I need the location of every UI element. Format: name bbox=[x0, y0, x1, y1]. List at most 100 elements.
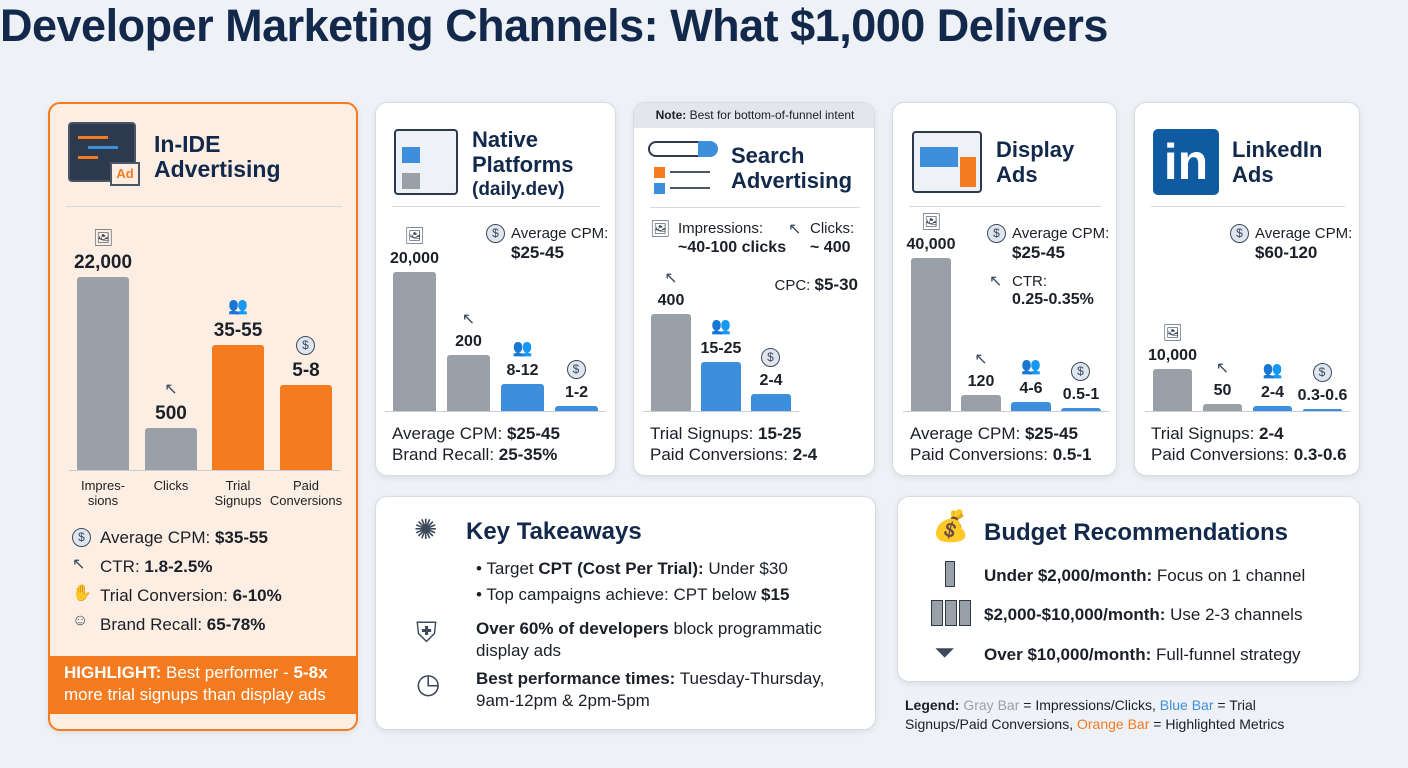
image-icon: 🖼 bbox=[650, 221, 671, 238]
chart-baseline bbox=[69, 470, 340, 471]
chart-baseline bbox=[1145, 411, 1350, 412]
value-label: 50 bbox=[1213, 382, 1232, 399]
impressions-label: Impressions: bbox=[678, 220, 764, 237]
card-title: Search bbox=[731, 143, 805, 168]
card-title: Advertising bbox=[731, 168, 853, 193]
budget-item: $2,000-$10,000/month: Use 2-3 channels bbox=[984, 605, 1303, 624]
bar-clicks bbox=[651, 314, 691, 411]
category-label: Trial Signups bbox=[214, 478, 262, 508]
value-label: 0.5-1 bbox=[1062, 386, 1100, 403]
value-label: 500 bbox=[155, 403, 187, 424]
bar-clicks bbox=[1203, 404, 1242, 411]
card-title: LinkedIn bbox=[1232, 137, 1323, 162]
note-banner: Note: Best for bottom-of-funnel intent bbox=[634, 103, 874, 128]
footer-stat: Average CPM: $25-45 bbox=[910, 424, 1078, 443]
dollar-coin-icon: $ bbox=[72, 528, 91, 547]
brain-icon: ✺ bbox=[414, 514, 438, 545]
card-linkedin-ads: in LinkedIn Ads $ Average CPM: $60-120 10… bbox=[1134, 102, 1360, 476]
image-icon: 🖼 bbox=[93, 230, 114, 247]
card-native-platforms: Native Platforms (daily.dev) $ Average CPM… bbox=[375, 102, 616, 476]
bar-paid-conversions bbox=[1061, 408, 1101, 411]
value-label: 10,000 bbox=[1148, 347, 1197, 364]
bar-trial-signups bbox=[701, 362, 741, 411]
cursor-click-icon: ↖ bbox=[974, 351, 988, 368]
shield-block-icon: ⛨ bbox=[416, 617, 438, 648]
linkedin-logo: in bbox=[1153, 129, 1219, 195]
bar-impressions bbox=[911, 258, 951, 411]
ctr-value: 0.25-0.35% bbox=[1012, 291, 1094, 308]
bar-clicks bbox=[145, 428, 197, 470]
card-title: Platforms bbox=[472, 152, 574, 177]
cpc-stat: CPC: $5-30 bbox=[774, 275, 859, 294]
cursor-click-icon: ↖ bbox=[664, 270, 678, 287]
cursor-click-icon: ↖ bbox=[1215, 360, 1230, 377]
card-display-ads: Display Ads $ Average CPM: $25-45 ↖ CTR: … bbox=[892, 102, 1117, 476]
budget-item: Over $10,000/month: Full-funnel strategy bbox=[984, 645, 1301, 664]
cpm-value: $60-120 bbox=[1255, 243, 1318, 262]
bar-paid-conversions bbox=[555, 406, 598, 411]
bar-trial-signups bbox=[501, 384, 544, 411]
value-label: 4-6 bbox=[1019, 380, 1043, 397]
bar-paid-conversions bbox=[751, 394, 791, 411]
card-in-ide: Ad In-IDE Advertising 22,000 🖼 Impres- sion… bbox=[48, 102, 358, 731]
stat-brand-recall: Brand Recall: 65-78% bbox=[100, 615, 266, 634]
card-subtitle: (daily.dev) bbox=[472, 179, 565, 200]
dollar-coin-icon: $ bbox=[1071, 362, 1090, 381]
value-label: 8-12 bbox=[506, 362, 539, 379]
takeaway-bullet: • Top campaigns achieve: CPT below $15 bbox=[476, 585, 790, 604]
users-icon: 👥 bbox=[1262, 362, 1283, 379]
value-label: 5-8 bbox=[292, 360, 320, 381]
footer-stat: Trial Signups: 15-25 bbox=[650, 424, 802, 443]
value-label: 40,000 bbox=[906, 236, 956, 253]
clicks-label: Clicks: bbox=[810, 220, 855, 237]
card-title: Ads bbox=[1232, 162, 1274, 187]
users-icon: 👥 bbox=[228, 298, 248, 315]
value-label: 400 bbox=[657, 292, 685, 309]
value-label: 1-2 bbox=[564, 384, 589, 401]
footer-stat: Paid Conversions: 0.5-1 bbox=[910, 445, 1092, 464]
display-ad-icon bbox=[912, 131, 982, 193]
cpm-value: $25-45 bbox=[1012, 243, 1065, 262]
bar-impres-sions bbox=[77, 277, 129, 470]
bar-trial-signups bbox=[1253, 406, 1292, 411]
takeaway-bullet: • Target CPT (Cost Per Trial): Under $30 bbox=[476, 559, 788, 578]
bar-clicks bbox=[447, 355, 490, 411]
cursor-click-icon: ↖ bbox=[164, 381, 178, 398]
search-results-icon bbox=[648, 141, 720, 197]
chart-baseline bbox=[385, 411, 606, 412]
value-label: 35-55 bbox=[213, 320, 263, 341]
money-bag-icon: 💰 bbox=[932, 510, 970, 543]
value-label: 2-4 bbox=[759, 372, 783, 389]
funnel-icon: ⏷ bbox=[934, 637, 955, 667]
image-icon: 🖼 bbox=[404, 228, 425, 245]
chart-baseline bbox=[903, 411, 1109, 412]
category-label: Impres- sions bbox=[80, 478, 126, 508]
cpm-label: Average CPM: bbox=[1255, 225, 1353, 242]
budget-item: Under $2,000/month: Focus on 1 channel bbox=[984, 566, 1306, 585]
dollar-coin-icon: $ bbox=[1230, 224, 1249, 243]
three-bars-icon bbox=[931, 600, 971, 626]
takeaway-ad-blocking: Over 60% of developers block programmati… bbox=[476, 619, 822, 660]
card-title: Advertising bbox=[154, 156, 281, 182]
card-key-takeaways: ✺ Key Takeaways • Target CPT (Cost Per T… bbox=[375, 496, 876, 730]
dollar-coin-icon: $ bbox=[296, 336, 315, 355]
card-title: In-IDE bbox=[154, 131, 221, 157]
dollar-coin-icon: $ bbox=[761, 348, 780, 367]
bar-impressions bbox=[393, 272, 436, 411]
users-icon: 👥 bbox=[1021, 358, 1041, 375]
card-budget-recommendations: 💰 Budget Recommendations ⏷ Under $2,000/… bbox=[897, 496, 1360, 682]
cpm-label: Average CPM: bbox=[511, 225, 609, 242]
highlight-banner: HIGHLIGHT: Best performer - 5-8x more tr… bbox=[50, 656, 356, 714]
browser-layout-icon bbox=[394, 129, 458, 195]
footer-stat: Paid Conversions: 0.3-0.6 bbox=[1151, 445, 1347, 464]
takeaway-timing: Best performance times: Tuesday-Thursday… bbox=[476, 669, 825, 710]
footer-stat: Trial Signups: 2-4 bbox=[1151, 424, 1284, 443]
value-label: 200 bbox=[455, 333, 482, 350]
ctr-label: CTR: bbox=[1012, 273, 1047, 290]
card-search-advertising: Note: Best for bottom-of-funnel intent S… bbox=[633, 102, 875, 476]
ide-ad-icon: Ad bbox=[68, 122, 140, 188]
chart-baseline bbox=[643, 411, 799, 412]
card-title: Native bbox=[472, 127, 539, 152]
dollar-coin-icon: $ bbox=[566, 360, 586, 379]
cursor-click-icon: ↖ bbox=[72, 556, 86, 573]
